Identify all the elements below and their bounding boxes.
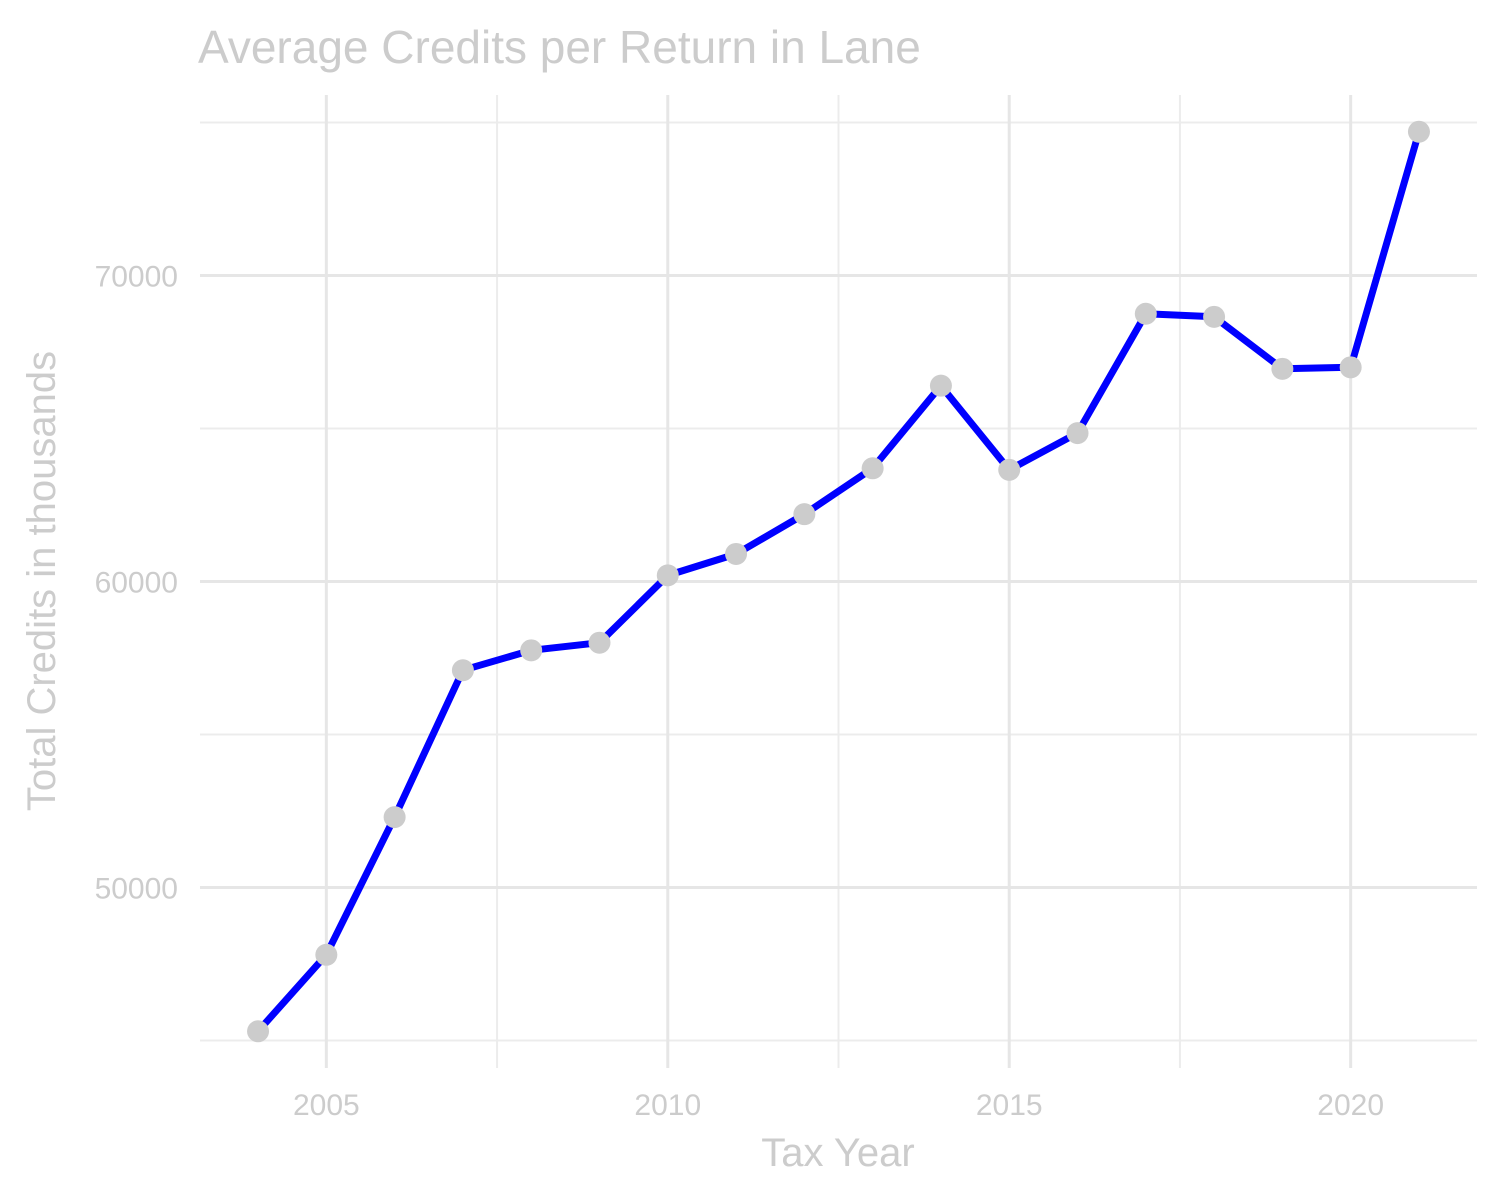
data-point [588,631,611,654]
x-axis-label: Tax Year [761,1131,914,1175]
y-tick-label: 70000 [95,261,178,294]
y-tick-label: 60000 [95,567,178,600]
data-point [1203,305,1226,328]
data-point [247,1020,270,1043]
series-line-group [254,128,1423,1035]
y-axis-label: Total Credits in thousands [20,351,64,811]
data-point [1407,120,1430,143]
data-points [247,120,1430,1043]
data-point [1066,422,1089,445]
data-point [725,542,748,565]
data-point [520,639,543,662]
y-tick-label: 50000 [95,872,178,905]
data-point [998,458,1021,481]
series-line [254,128,1423,1035]
data-point [861,457,884,480]
data-point [929,374,952,397]
x-tick-label: 2015 [976,1089,1043,1122]
data-point [656,564,679,587]
data-point [793,503,816,526]
x-tick-label: 2010 [634,1089,701,1122]
tick-labels: 2005 2010 2015 2020 50000 60000 70000 [95,261,1384,1122]
data-point [1134,302,1157,325]
data-point [383,806,406,829]
data-point [315,943,338,966]
x-tick-label: 2005 [293,1089,360,1122]
data-point [1271,357,1294,380]
chart-title: Average Credits per Return in Lane [198,21,921,73]
grid-lines [200,95,1477,1068]
data-point [451,659,474,682]
x-tick-label: 2020 [1317,1089,1384,1122]
data-point [1339,356,1362,379]
